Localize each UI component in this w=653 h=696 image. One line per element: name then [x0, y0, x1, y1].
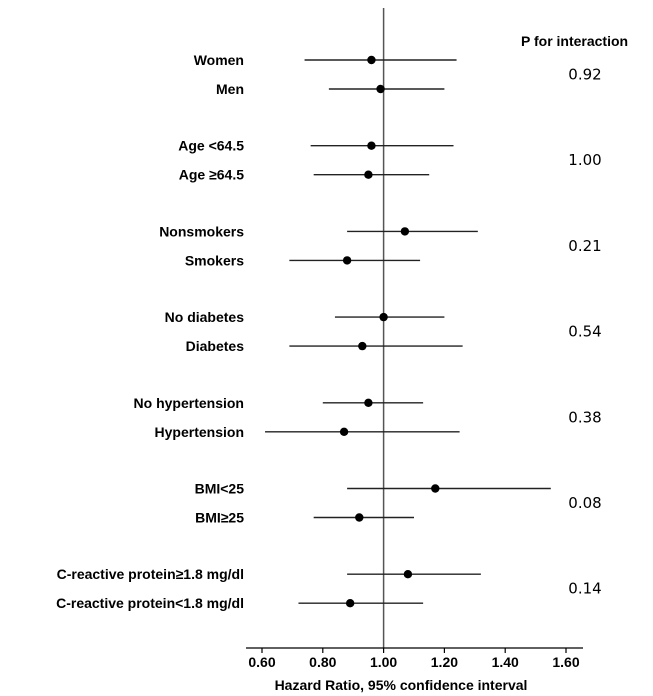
x-tick-label: 1.20: [431, 654, 458, 670]
hr-point: [364, 170, 373, 179]
x-tick-label: 1.40: [492, 654, 519, 670]
row-label: Smokers: [185, 252, 244, 268]
row-label: Women: [194, 52, 244, 68]
p-value: 1.00: [568, 151, 601, 169]
row-label: No diabetes: [165, 309, 245, 325]
row-label: BMI≥25: [195, 510, 244, 526]
hr-point: [403, 570, 413, 579]
p-value: 0.38: [568, 408, 601, 426]
row-label: C-reactive protein<1.8 mg/dl: [56, 595, 244, 611]
row-label: C-reactive protein≥1.8 mg/dl: [57, 566, 244, 582]
hr-point: [355, 513, 364, 522]
p-value: 0.92: [568, 66, 601, 84]
hr-point: [376, 84, 385, 94]
x-tick-label: 1.60: [552, 654, 579, 670]
hr-point: [342, 256, 352, 265]
x-tick-label: 0.80: [309, 654, 336, 670]
row-label: BMI<25: [195, 481, 245, 497]
p-value: 0.21: [568, 237, 601, 255]
hr-point: [379, 312, 388, 322]
rows-layer: Women Men Age <64.5 Age ≥64.5 Nonsmokers Smok…: [56, 8, 602, 648]
row-label: No hypertension: [134, 395, 244, 411]
row-label: Age <64.5: [178, 138, 244, 154]
p-value: 0.08: [568, 494, 601, 512]
x-axis-label: Hazard Ratio, 95% confidence interval: [275, 677, 528, 693]
p-value: 0.54: [568, 323, 601, 341]
row-label: Diabetes: [186, 338, 245, 354]
p-interaction-title: P for interaction: [521, 33, 628, 49]
x-tick-label: 0.60: [248, 654, 275, 670]
hr-point: [339, 427, 349, 436]
hr-point: [364, 398, 373, 407]
hr-point: [358, 341, 367, 351]
hr-point: [400, 227, 410, 236]
hr-point: [345, 599, 355, 608]
row-label: Age ≥64.5: [179, 167, 244, 183]
x-axis: 0.60 0.80 1.00 1.20 1.40 1.60: [246, 647, 583, 670]
hr-point: [431, 484, 440, 493]
row-label: Nonsmokers: [159, 223, 244, 239]
hr-point: [367, 141, 376, 150]
row-label: Hypertension: [155, 424, 244, 440]
row-label: Men: [216, 81, 244, 97]
hr-point: [367, 55, 376, 65]
x-tick-label: 1.00: [370, 654, 397, 670]
p-value: 0.14: [568, 580, 601, 598]
